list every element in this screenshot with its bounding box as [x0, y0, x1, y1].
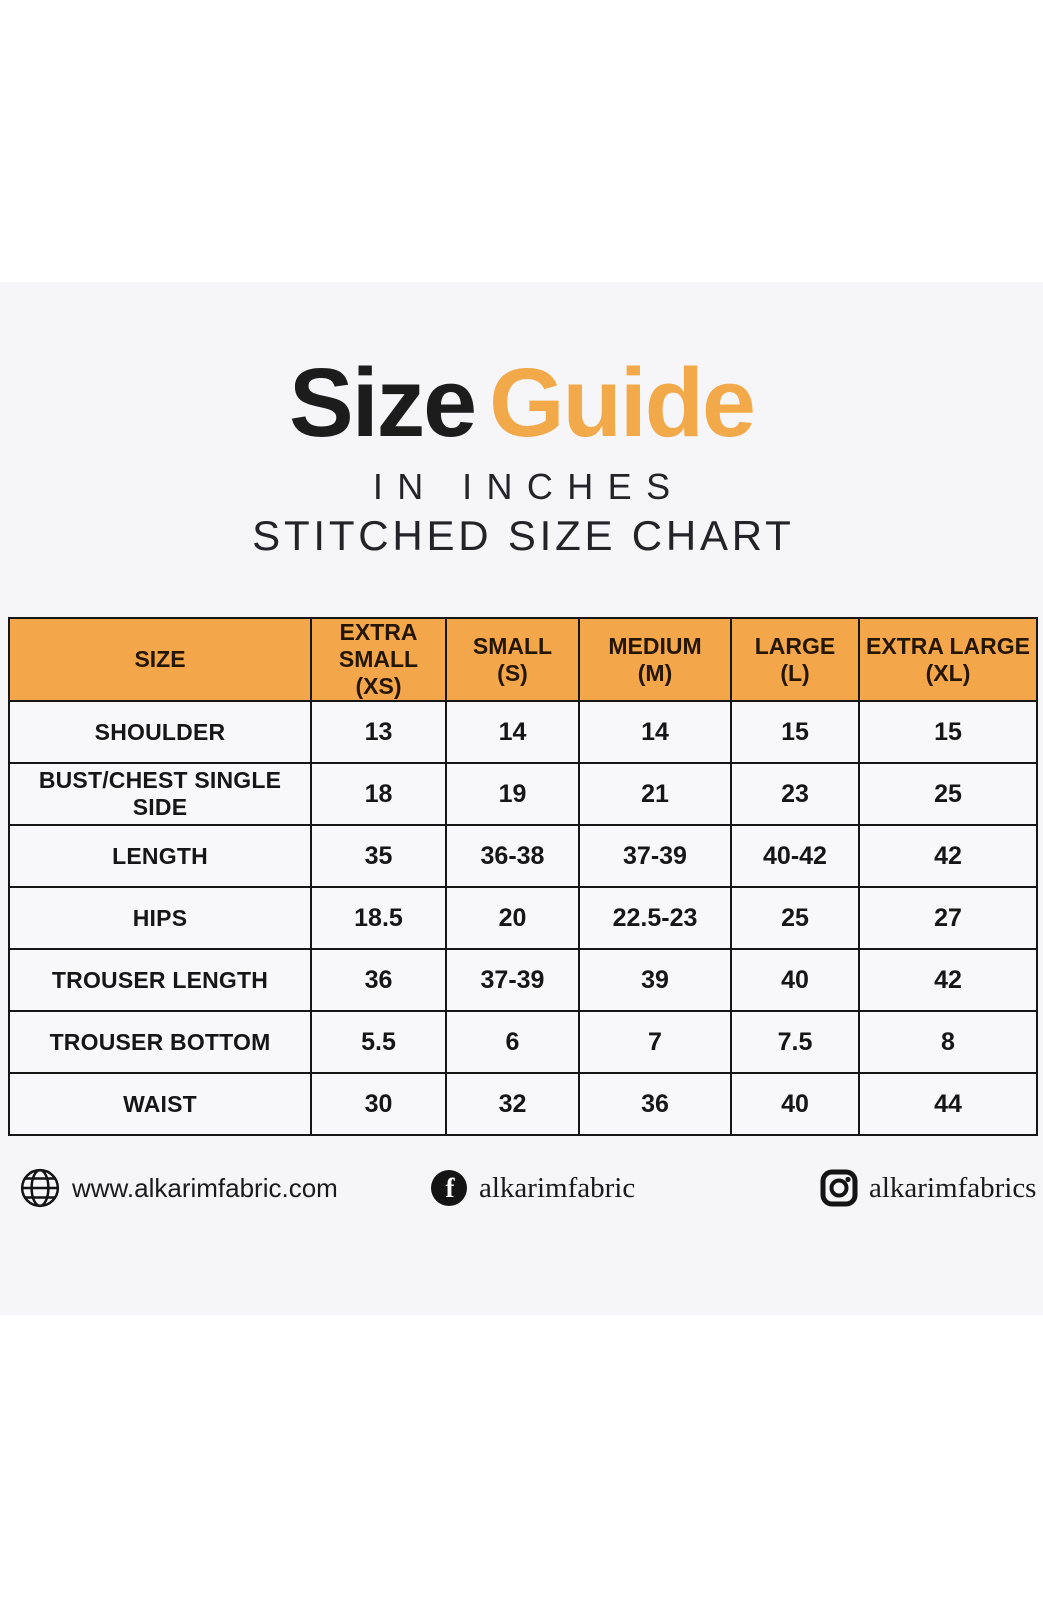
- cell-value: 13: [310, 700, 447, 765]
- row-label: HIPS: [8, 886, 312, 951]
- table-row-shoulder: SHOULDER 13 14 14 15 15: [8, 700, 1038, 765]
- column-header-extra-large: EXTRA LARGE (XL): [858, 616, 1038, 703]
- cell-value: 15: [858, 700, 1038, 765]
- footer-facebook: f alkarimfabric: [430, 1164, 635, 1212]
- cell-value: 30: [310, 1072, 447, 1137]
- cell-value: 39: [578, 948, 732, 1013]
- cell-value: 36: [578, 1072, 732, 1137]
- svg-text:f: f: [446, 1173, 456, 1203]
- cell-value: 44: [858, 1072, 1038, 1137]
- row-label: SHOULDER: [8, 700, 312, 765]
- cell-value: 21: [578, 762, 732, 827]
- cell-value: 5.5: [310, 1010, 447, 1075]
- cell-value: 36-38: [445, 824, 580, 889]
- table-row-hips: HIPS 18.5 20 22.5-23 25 27: [8, 886, 1038, 951]
- size-chart-table: SIZE EXTRA SMALL (XS) SMALL (S) MEDIUM (M) …: [8, 616, 1038, 1137]
- cell-value: 40: [730, 1072, 860, 1137]
- facebook-handle: alkarimfabric: [479, 1171, 636, 1204]
- column-header-medium: MEDIUM (M): [578, 616, 732, 703]
- cell-value: 8: [858, 1010, 1038, 1075]
- row-label: WAIST: [8, 1072, 312, 1137]
- cell-value: 32: [445, 1072, 580, 1137]
- table-header-row: SIZE EXTRA SMALL (XS) SMALL (S) MEDIUM (M) …: [8, 616, 1038, 703]
- title-word-guide: Guide: [489, 348, 756, 457]
- cell-value: 23: [730, 762, 860, 827]
- footer-website: www.alkarimfabric.com: [19, 1164, 338, 1212]
- column-header-small: SMALL (S): [445, 616, 580, 703]
- cell-value: 37-39: [578, 824, 732, 889]
- row-label: TROUSER BOTTOM: [8, 1010, 312, 1075]
- cell-value: 22.5-23: [578, 886, 732, 951]
- cell-value: 14: [578, 700, 732, 765]
- cell-value: 20: [445, 886, 580, 951]
- table-row-waist: WAIST 30 32 36 40 44: [8, 1072, 1038, 1137]
- cell-value: 19: [445, 762, 580, 827]
- table-row-length: LENGTH 35 36-38 37-39 40-42 42: [8, 824, 1038, 889]
- subtitle-stitched-size-chart: STITCHED SIZE CHART: [252, 512, 795, 559]
- instagram-icon: [820, 1169, 858, 1207]
- column-header-size: SIZE: [8, 616, 312, 703]
- subtitle-in-inches: IN INCHES: [372, 466, 685, 507]
- row-label: TROUSER LENGTH: [8, 948, 312, 1013]
- cell-value: 25: [858, 762, 1038, 827]
- cell-value: 40-42: [730, 824, 860, 889]
- cell-value: 42: [858, 824, 1038, 889]
- cell-value: 40: [730, 948, 860, 1013]
- cell-value: 18: [310, 762, 447, 827]
- facebook-icon: f: [430, 1169, 468, 1207]
- page-title: Size Guide: [0, 352, 1043, 454]
- cell-value: 14: [445, 700, 580, 765]
- row-label: LENGTH: [8, 824, 312, 889]
- title-word-size: Size: [289, 348, 477, 457]
- cell-value: 25: [730, 886, 860, 951]
- table-row-trouser-length: TROUSER LENGTH 36 37-39 39 40 42: [8, 948, 1038, 1013]
- table-row-trouser-bottom: TROUSER BOTTOM 5.5 6 7 7.5 8: [8, 1010, 1038, 1075]
- cell-value: 37-39: [445, 948, 580, 1013]
- column-header-extra-small: EXTRA SMALL (XS): [310, 616, 447, 703]
- cell-value: 15: [730, 700, 860, 765]
- globe-icon: [19, 1167, 61, 1209]
- cell-value: 7.5: [730, 1010, 860, 1075]
- footer-instagram: alkarimfabrics: [820, 1164, 1036, 1212]
- column-header-large: LARGE (L): [730, 616, 860, 703]
- cell-value: 6: [445, 1010, 580, 1075]
- cell-value: 42: [858, 948, 1038, 1013]
- cell-value: 35: [310, 824, 447, 889]
- cell-value: 18.5: [310, 886, 447, 951]
- instagram-handle: alkarimfabrics: [869, 1171, 1037, 1204]
- cell-value: 7: [578, 1010, 732, 1075]
- cell-value: 36: [310, 948, 447, 1013]
- website-url: www.alkarimfabric.com: [72, 1172, 338, 1203]
- cell-value: 27: [858, 886, 1038, 951]
- row-label: BUST/CHEST SINGLE SIDE: [8, 762, 312, 827]
- table-row-bust-chest: BUST/CHEST SINGLE SIDE 18 19 21 23 25: [8, 762, 1038, 827]
